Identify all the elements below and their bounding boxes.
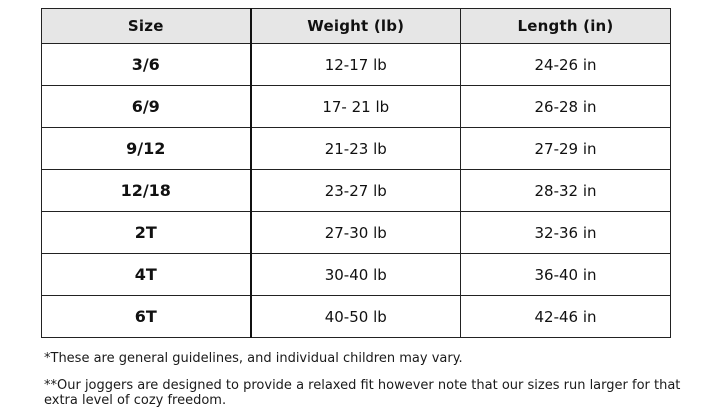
length-cell: 28-32 in: [460, 169, 671, 212]
table-row: 6/9 17- 21 lb 26-28 in: [41, 85, 671, 128]
size-cell: 12/18: [41, 169, 252, 212]
table-row: 2T 27-30 lb 32-36 in: [41, 211, 671, 254]
weight-cell: 40-50 lb: [250, 295, 461, 338]
size-cell: 4T: [41, 253, 252, 296]
weight-cell: 21-23 lb: [250, 127, 461, 170]
weight-cell: 12-17 lb: [250, 43, 461, 86]
length-cell: 27-29 in: [460, 127, 671, 170]
table-row: 6T 40-50 lb 42-46 in: [41, 295, 671, 338]
weight-cell: 17- 21 lb: [250, 85, 461, 128]
length-cell: 24-26 in: [460, 43, 671, 86]
guideline-note: *These are general guidelines, and indiv…: [44, 351, 463, 366]
table-row: 9/12 21-23 lb 27-29 in: [41, 127, 671, 170]
table-header-row: Size Weight (lb) Length (in): [41, 8, 671, 44]
length-cell: 42-46 in: [460, 295, 671, 338]
header-length: Length (in): [460, 8, 671, 44]
length-cell: 26-28 in: [460, 85, 671, 128]
table-row: 4T 30-40 lb 36-40 in: [41, 253, 671, 296]
header-weight: Weight (lb): [250, 8, 461, 44]
length-cell: 32-36 in: [460, 211, 671, 254]
size-chart-table: Size Weight (lb) Length (in) 3/6 12-17 l…: [41, 8, 671, 338]
size-cell: 3/6: [41, 43, 252, 86]
weight-cell: 23-27 lb: [250, 169, 461, 212]
table-row: 12/18 23-27 lb 28-32 in: [41, 169, 671, 212]
weight-cell: 30-40 lb: [250, 253, 461, 296]
size-cell: 6T: [41, 295, 252, 338]
length-cell: 36-40 in: [460, 253, 671, 296]
size-cell: 9/12: [41, 127, 252, 170]
size-cell: 2T: [41, 211, 252, 254]
header-size: Size: [41, 8, 252, 44]
size-cell: 6/9: [41, 85, 252, 128]
weight-cell: 27-30 lb: [250, 211, 461, 254]
table-row: 3/6 12-17 lb 24-26 in: [41, 43, 671, 86]
fit-note: **Our joggers are designed to provide a …: [44, 378, 681, 408]
